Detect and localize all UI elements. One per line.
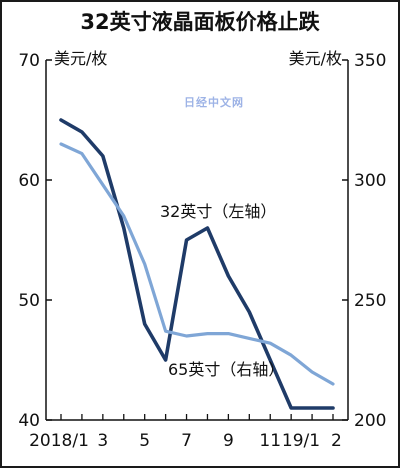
x-tick-label: 11 bbox=[259, 431, 281, 451]
right-axis-unit: 美元/枚 bbox=[289, 49, 342, 68]
series-line-65inch bbox=[59, 142, 335, 386]
right-axis: 200 250 300 350 bbox=[342, 51, 386, 431]
x-axis: 2018/1 3 5 7 9 11 19/1 2 bbox=[29, 414, 342, 451]
x-tick-label: 2 bbox=[331, 431, 342, 451]
series-lines bbox=[59, 118, 335, 410]
left-tick-label: 50 bbox=[18, 291, 40, 311]
right-tick-label: 250 bbox=[354, 291, 386, 311]
x-tick-label: 3 bbox=[97, 431, 108, 451]
x-tick-label: 9 bbox=[223, 431, 234, 451]
left-tick-label: 60 bbox=[18, 171, 40, 191]
x-tick-label: 7 bbox=[181, 431, 192, 451]
left-axis-unit: 美元/枚 bbox=[54, 49, 107, 68]
right-tick-label: 350 bbox=[354, 51, 386, 71]
chart-title: 32英寸液晶面板价格止跌 bbox=[80, 10, 320, 34]
right-tick-label: 300 bbox=[354, 171, 386, 191]
x-tick-label: 2018/1 bbox=[29, 431, 89, 451]
left-axis: 40 50 60 70 bbox=[18, 51, 52, 431]
chart-axes bbox=[45, 60, 349, 421]
left-tick-label: 40 bbox=[18, 411, 40, 431]
series-line-32inch bbox=[59, 118, 335, 410]
series-label-32inch: 32英寸（左轴） bbox=[160, 202, 276, 221]
series-label-65inch: 65英寸（右轴） bbox=[168, 360, 284, 379]
x-tick-label: 19/1 bbox=[282, 431, 320, 451]
right-tick-label: 200 bbox=[354, 411, 386, 431]
watermark-logo: 日经中文网 bbox=[184, 95, 244, 109]
left-tick-label: 70 bbox=[18, 51, 40, 71]
x-tick-label: 5 bbox=[139, 431, 150, 451]
